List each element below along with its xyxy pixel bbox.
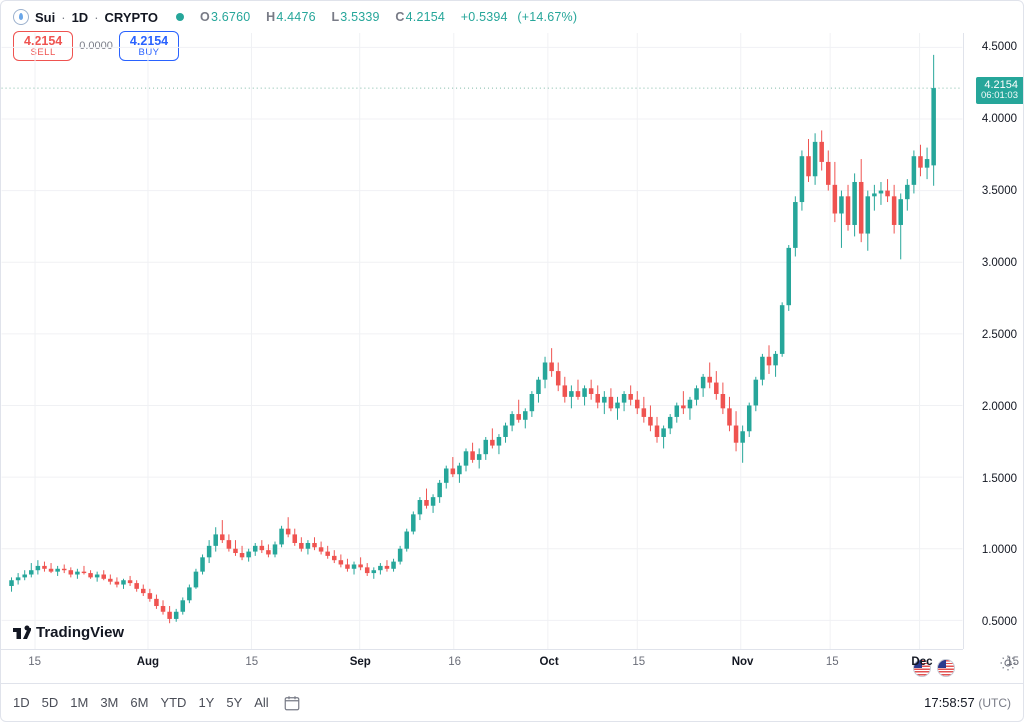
- y-tick: 4.5000: [982, 41, 1017, 53]
- calendar-icon: [283, 694, 301, 712]
- tradingview-logo-icon: [13, 623, 31, 641]
- range-3m[interactable]: 3M: [100, 695, 118, 710]
- x-tick: Aug: [137, 656, 159, 668]
- clock[interactable]: 17:58:57 (UTC): [924, 695, 1011, 710]
- x-tick: Dec: [911, 656, 932, 668]
- flag-icon[interactable]: [937, 659, 955, 677]
- range-all[interactable]: All: [254, 695, 268, 710]
- range-ytd[interactable]: YTD: [160, 695, 186, 710]
- price-axis[interactable]: 0.5000 1.0000 1.5000 2.0000 2.5000 3.0000 3.50…: [963, 33, 1023, 649]
- live-dot-icon: [176, 13, 184, 21]
- range-5d[interactable]: 5D: [42, 695, 59, 710]
- range-6m[interactable]: 6M: [130, 695, 148, 710]
- sui-token-icon: [13, 9, 29, 25]
- x-tick: Oct: [539, 656, 558, 668]
- timeframe[interactable]: 1D: [72, 10, 89, 25]
- x-tick: 15: [28, 656, 41, 668]
- x-tick: 15: [826, 656, 839, 668]
- candlestick-chart: [1, 33, 963, 649]
- range-5y[interactable]: 5Y: [226, 695, 242, 710]
- y-tick: 1.5000: [982, 473, 1017, 485]
- y-tick: 2.0000: [982, 401, 1017, 413]
- calendar-button[interactable]: [283, 694, 301, 712]
- range-1y[interactable]: 1Y: [198, 695, 214, 710]
- y-tick: 0.5000: [982, 616, 1017, 628]
- ohlc-readout: O3.6760 H4.4476 L3.5339 C4.2154 +0.5394 …: [200, 10, 583, 24]
- y-tick: 3.0000: [982, 257, 1017, 269]
- range-1m[interactable]: 1M: [70, 695, 88, 710]
- y-tick: 1.0000: [982, 544, 1017, 556]
- chart-header: Sui · 1D · CRYPTO O3.6760 H4.4476 L3.533…: [13, 7, 1011, 27]
- last-price-tag: 4.215406:01:03: [976, 77, 1023, 104]
- chart-pane[interactable]: [1, 33, 963, 649]
- y-tick: 2.5000: [982, 329, 1017, 341]
- symbol[interactable]: Sui: [35, 10, 55, 25]
- range-buttons: 1D 5D 1M 3M 6M YTD 1Y 5Y All: [13, 695, 269, 710]
- x-tick: 15: [1006, 656, 1019, 668]
- tradingview-logo[interactable]: TradingView: [13, 623, 124, 641]
- y-tick: 3.5000: [982, 185, 1017, 197]
- range-toolbar: 1D 5D 1M 3M 6M YTD 1Y 5Y All 17:58:57 (UTC): [1, 683, 1023, 721]
- y-tick: 4.0000: [982, 113, 1017, 125]
- range-1d[interactable]: 1D: [13, 695, 30, 710]
- x-tick: 15: [632, 656, 645, 668]
- time-axis[interactable]: 15Aug15Sep16Oct15Nov15Dec15: [1, 649, 963, 683]
- x-tick: Nov: [732, 656, 754, 668]
- x-tick: Sep: [350, 656, 371, 668]
- x-tick: 16: [448, 656, 461, 668]
- x-tick: 15: [245, 656, 258, 668]
- market: CRYPTO: [105, 10, 158, 25]
